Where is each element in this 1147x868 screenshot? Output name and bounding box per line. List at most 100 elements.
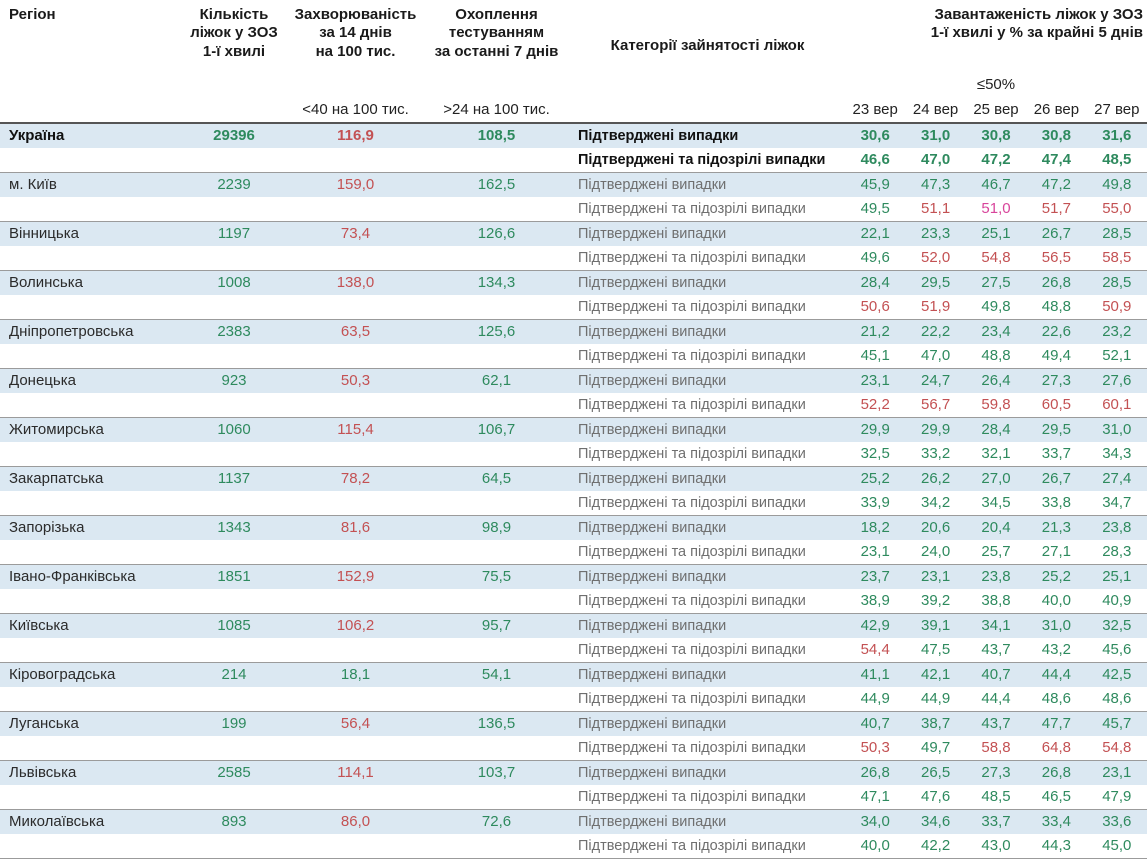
testing-value: 72,6 (481, 813, 512, 830)
testing-spacer (423, 687, 570, 711)
category-label-confirmed: Підтверджені випадки (578, 667, 727, 683)
date-column-5: 27 вер (1094, 100, 1140, 118)
load-value: 40,0 (860, 837, 890, 854)
load-value: 38,7 (920, 715, 951, 732)
load-value: 48,8 (981, 347, 1011, 364)
testing-value: 106,7 (477, 421, 516, 438)
region-name: Україна (9, 127, 65, 144)
region-block: Львівська 2585 114,1 103,7 Підтверджені випа… (0, 761, 1147, 810)
incidence-value: 63,5 (340, 323, 371, 340)
category-label-confirmed: Підтверджені випадки (578, 373, 727, 389)
beds-value: 29396 (213, 127, 255, 144)
incidence-spacer (288, 295, 423, 319)
load-value: 47,2 (1041, 176, 1071, 193)
load-value: 24,7 (920, 372, 951, 389)
load-value: 25,2 (1041, 568, 1071, 585)
load-value: 26,8 (860, 764, 890, 781)
beds-value: 1008 (217, 274, 251, 291)
category-label-confirmed-suspected: Підтверджені та підозрілі випадки (578, 691, 806, 707)
load-value: 45,1 (860, 347, 890, 364)
load-value: 42,2 (920, 837, 951, 854)
row-confirmed-suspected: Підтверджені та підозрілі випадки 47,1 47,… (0, 785, 1147, 809)
load-value: 29,9 (920, 421, 951, 438)
region-name-spacer (0, 687, 180, 711)
beds-spacer (180, 638, 288, 662)
load-value: 29,9 (860, 421, 890, 438)
region-block: Миколаївська 893 86,0 72,6 Підтверджені випа… (0, 810, 1147, 859)
region-block: Закарпатська 1137 78,2 64,5 Підтверджені вип… (0, 467, 1147, 516)
region-name-spacer (0, 638, 180, 662)
region-name-spacer (0, 344, 180, 368)
load-value: 28,4 (981, 421, 1011, 438)
load-value: 48,5 (981, 788, 1011, 805)
category-label-confirmed-suspected: Підтверджені та підозрілі випадки (578, 397, 806, 413)
testing-spacer (423, 589, 570, 613)
load-value: 25,7 (981, 543, 1011, 560)
load-value: 51,9 (920, 298, 951, 315)
category-label-confirmed: Підтверджені випадки (578, 128, 739, 144)
row-confirmed-suspected: Підтверджені та підозрілі випадки 50,6 51,… (0, 295, 1147, 319)
load-value: 49,7 (920, 739, 951, 756)
region-block: Вінницька 1197 73,4 126,6 Підтверджені випад… (0, 222, 1147, 271)
load-value: 28,3 (1102, 543, 1132, 560)
region-block: м. Київ 2239 159,0 162,5 Підтверджені випадк… (0, 173, 1147, 222)
load-value: 28,4 (860, 274, 890, 291)
load-value: 48,5 (1102, 151, 1132, 168)
region-name: Львівська (9, 764, 77, 781)
category-label-confirmed: Підтверджені випадки (578, 716, 727, 732)
load-value: 22,1 (860, 225, 890, 242)
category-label-confirmed-suspected: Підтверджені та підозрілі випадки (578, 446, 806, 462)
load-value: 21,3 (1041, 519, 1071, 536)
load-value: 26,8 (1041, 764, 1071, 781)
testing-value: 126,6 (477, 225, 516, 242)
load-value: 20,4 (981, 519, 1011, 536)
load-value: 44,4 (1041, 666, 1071, 683)
testing-value: 98,9 (481, 519, 512, 536)
category-label-confirmed: Підтверджені випадки (578, 324, 727, 340)
category-label-confirmed: Підтверджені випадки (578, 520, 727, 536)
row-confirmed: Запорізька 1343 81,6 98,9 Підтверджені випад… (0, 516, 1147, 540)
row-confirmed-suspected: Підтверджені та підозрілі випадки 46,6 47,… (0, 148, 1147, 172)
load-value: 24,0 (920, 543, 951, 560)
region-name: Донецька (9, 372, 76, 389)
load-value: 23,1 (860, 372, 890, 389)
load-value: 39,2 (920, 592, 951, 609)
load-value: 46,7 (981, 176, 1011, 193)
testing-value: 134,3 (477, 274, 516, 291)
row-confirmed: Київська 1085 106,2 95,7 Підтверджені випадк… (0, 614, 1147, 638)
incidence-spacer (288, 197, 423, 221)
date-column-3: 25 вер (973, 100, 1019, 118)
load-value: 26,7 (1041, 470, 1071, 487)
beds-value: 1060 (217, 421, 251, 438)
date-column-1: 23 вер (852, 100, 898, 118)
load-value: 32,1 (981, 445, 1011, 462)
load-value: 33,6 (1102, 813, 1132, 830)
beds-value: 2239 (217, 176, 251, 193)
load-value: 44,9 (860, 690, 890, 707)
load-value: 60,1 (1102, 396, 1132, 413)
load-value: 27,6 (1102, 372, 1132, 389)
incidence-value: 159,0 (336, 176, 375, 193)
category-label-confirmed: Підтверджені випадки (578, 471, 727, 487)
load-value: 23,7 (860, 568, 890, 585)
region-name: Івано-Франківська (9, 568, 136, 585)
region-name-spacer (0, 197, 180, 221)
load-value: 42,9 (860, 617, 890, 634)
load-value: 47,2 (981, 151, 1011, 168)
incidence-spacer (288, 393, 423, 417)
threshold-incidence: <40 на 100 тис. (302, 100, 409, 118)
category-label-confirmed-suspected: Підтверджені та підозрілі випадки (578, 152, 826, 168)
table-header-threshold-load: ≤50% (0, 72, 1147, 96)
testing-value: 125,6 (477, 323, 516, 340)
load-value: 20,6 (920, 519, 951, 536)
load-value: 25,1 (1102, 568, 1132, 585)
incidence-spacer (288, 344, 423, 368)
category-label-confirmed: Підтверджені випадки (578, 226, 727, 242)
load-value: 58,5 (1102, 249, 1132, 266)
category-label-confirmed: Підтверджені випадки (578, 275, 727, 291)
load-value: 54,4 (860, 641, 890, 658)
load-value: 34,5 (981, 494, 1011, 511)
load-value: 44,9 (920, 690, 951, 707)
load-value: 33,7 (981, 813, 1011, 830)
category-label-confirmed-suspected: Підтверджені та підозрілі випадки (578, 495, 806, 511)
